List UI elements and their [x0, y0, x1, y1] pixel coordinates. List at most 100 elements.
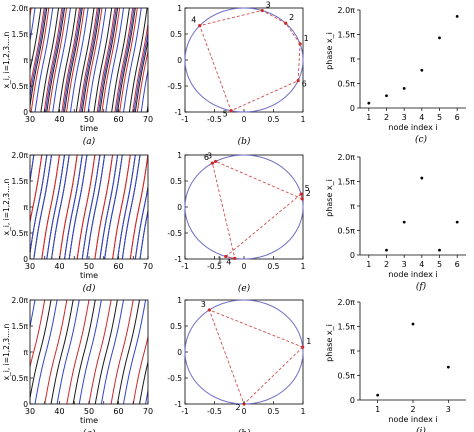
panel-caption: (a) [83, 136, 96, 147]
phase-point [402, 87, 406, 90]
y-tick-label: 0.5π [337, 227, 355, 236]
y-tick-label: 2.0π [337, 298, 355, 307]
phase-point [420, 68, 424, 72]
phase-point [438, 36, 441, 40]
node-point [233, 256, 237, 260]
y-tick-label: 0 [177, 203, 182, 212]
series-line-3 [61, 8, 81, 112]
node-point [301, 345, 305, 349]
x-axis-label: time [80, 271, 98, 280]
x-tick-label: -0.5 [207, 262, 222, 271]
x-tick-label: 50 [84, 115, 94, 124]
series-line-2 [30, 300, 36, 329]
phase-point [420, 176, 424, 180]
series-line-3 [43, 8, 63, 112]
node-label: 1 [306, 337, 311, 346]
series-line-6 [30, 8, 32, 20]
series-line-2 [44, 8, 64, 112]
panel-caption: (d) [83, 283, 96, 294]
series-line-1 [50, 300, 74, 404]
x-tick-label: 0 [242, 115, 247, 124]
panel-a: 30 40 50 60 70 0 0.5π π 1.5π 2.0π x_i, i=1,2,3....… [2, 4, 153, 147]
y-axis-label: phase x_i [325, 32, 334, 70]
series-line-2 [115, 8, 135, 112]
y-tick-label: 0.5 [170, 322, 182, 331]
series-line-4 [93, 8, 113, 112]
x-tick-label: 1 [301, 407, 306, 416]
node-label: 3 [266, 1, 271, 10]
y-tick-label: 0 [177, 348, 182, 357]
series-line-6 [136, 48, 148, 112]
series-line-1 [72, 300, 96, 404]
y-tick-label: π [350, 347, 355, 356]
phase-point [411, 322, 415, 326]
panel-caption: (g) [83, 428, 96, 432]
panel-caption: (b) [238, 136, 251, 147]
x-tick-label: 40 [54, 115, 64, 124]
y-tick-label: 0 [23, 255, 28, 264]
series-line-3 [30, 300, 46, 369]
x-tick-label: 50 [84, 262, 94, 271]
y-tick-label: 0.5π [12, 374, 29, 383]
series-group [30, 8, 148, 112]
series-line-1 [94, 300, 118, 404]
node-point [296, 79, 300, 83]
x-tick-label: 70 [143, 262, 153, 271]
series-line-3 [110, 300, 134, 404]
y-tick-label: 1.5π [337, 31, 355, 40]
series-line-2 [30, 8, 46, 101]
x-tick-label: 1 [366, 113, 371, 122]
panel-h: 1 2 3 -1 -0.5 0 0.5 1 -1 -0.5 0 0.5 1 (h) [167, 296, 311, 432]
series-line-3 [114, 8, 134, 112]
series-line-6 [129, 155, 148, 259]
x-tick-label: 0.5 [268, 115, 280, 124]
y-tick-label: 2.0π [12, 151, 29, 160]
x-tick-label: 60 [113, 115, 123, 124]
x-tick-label: 3 [402, 260, 407, 269]
series-line-3 [132, 334, 148, 404]
x-tick-label: 70 [143, 407, 153, 416]
x-tick-label: 1 [375, 405, 380, 414]
x-axis-label: node index i [388, 415, 437, 424]
series-line-1 [46, 8, 66, 112]
series-line-6 [66, 8, 85, 112]
unit-circle [184, 299, 304, 405]
y-axis-label: x_i, i=1,2,3....n [2, 31, 11, 88]
phase-point [455, 14, 459, 18]
x-tick-label: 6 [455, 113, 460, 122]
series-line-5 [68, 155, 88, 259]
series-line-5 [121, 155, 141, 259]
y-tick-label: π [23, 203, 28, 212]
phase-point [455, 220, 459, 224]
x-tick-label: 0.5 [268, 262, 280, 271]
x-tick-label: 0.5 [268, 407, 280, 416]
phase-point [385, 248, 388, 252]
y-tick-label: 0 [177, 56, 182, 65]
node-label: 2 [289, 13, 294, 22]
series-line-2 [100, 300, 124, 404]
x-tick-label: 1 [301, 115, 306, 124]
y-axis-label: x_i, i=1,2,3....n [2, 323, 11, 380]
node-label: 2 [306, 189, 311, 198]
node-label: 5 [305, 184, 310, 193]
node-label: 2 [235, 403, 240, 412]
x-tick-label: 2 [410, 405, 415, 414]
panel-caption: (f) [416, 281, 427, 292]
series-line-4 [128, 8, 148, 112]
series-group [30, 300, 148, 404]
x-tick-label: 1 [366, 260, 371, 269]
series-line-1 [116, 300, 141, 404]
series-line-6 [112, 155, 131, 259]
series-line-1 [99, 8, 119, 112]
series-line-1 [81, 8, 101, 112]
x-axis-label: node index i [388, 270, 437, 279]
y-tick-label: 0 [23, 400, 28, 409]
y-tick-label: 1 [177, 296, 182, 305]
y-tick-label: 1.5π [337, 178, 355, 187]
series-line-5 [87, 8, 107, 112]
phase-point [438, 248, 441, 252]
series-line-6 [48, 8, 68, 112]
series-line-6 [119, 8, 138, 112]
series-line-3 [79, 8, 98, 112]
series-line-2 [56, 300, 80, 404]
